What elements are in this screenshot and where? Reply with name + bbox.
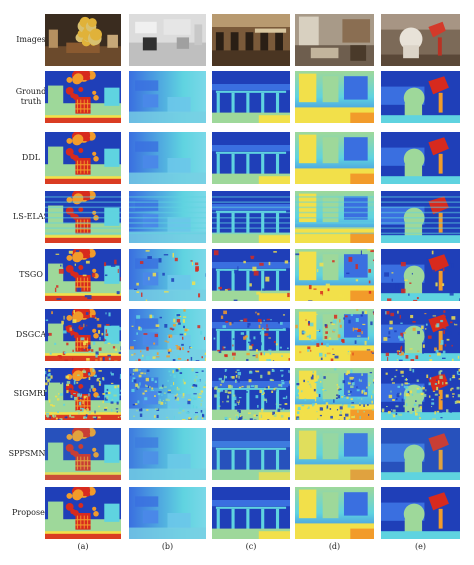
- sppsmnet-disparity-map-e: [381, 428, 460, 480]
- input-image-d: [295, 14, 374, 66]
- dsgca-disparity-map-c: [212, 309, 290, 361]
- sigmrf-disparity-map-e: [381, 368, 460, 420]
- column-label-b: (b): [161, 542, 174, 551]
- row-label-dsgca: DSGCA: [15, 330, 47, 339]
- proposed-disparity-map-e: [381, 487, 460, 539]
- sigmrf-disparity-map-b: [129, 368, 206, 420]
- input-image-a: [45, 14, 121, 66]
- proposed-disparity-map-d: [295, 487, 374, 539]
- sppsmnet-disparity-map-d: [295, 428, 374, 480]
- ls-elas-disparity-map-c: [212, 191, 290, 243]
- sppsmnet-disparity-map-c: [212, 428, 290, 480]
- sigmrf-disparity-map-d: [295, 368, 374, 420]
- tsgo-disparity-map-c: [212, 249, 290, 301]
- proposed-disparity-map-c: [212, 487, 290, 539]
- ddl-disparity-map-c: [212, 132, 290, 184]
- ls-elas-disparity-map-a: [45, 191, 121, 243]
- proposed-disparity-map-b: [129, 487, 206, 539]
- input-image-e: [381, 14, 460, 66]
- column-label-e: (e): [415, 542, 426, 551]
- ls-elas-disparity-map-b: [129, 191, 206, 243]
- ddl-disparity-map-e: [381, 132, 460, 184]
- ls-elas-disparity-map-e: [381, 191, 460, 243]
- sppsmnet-disparity-map-b: [129, 428, 206, 480]
- row-label-sppsmnet: SPPSMNet: [8, 449, 54, 458]
- row-label-ground-truth: Ground truth: [15, 87, 47, 106]
- input-image-c: [212, 14, 290, 66]
- ddl-disparity-map-d: [295, 132, 374, 184]
- ddl-disparity-map-a: [45, 132, 121, 184]
- row-label-tsgo: TSGO: [19, 270, 43, 279]
- tsgo-disparity-map-d: [295, 249, 374, 301]
- row-label-sigmrf: SIGMRF: [13, 389, 49, 398]
- dsgca-disparity-map-b: [129, 309, 206, 361]
- ddl-disparity-map-b: [129, 132, 206, 184]
- row-label-ls-elas: LS-ELAS: [12, 212, 50, 221]
- proposed-disparity-map-a: [45, 487, 121, 539]
- ls-elas-disparity-map-d: [295, 191, 374, 243]
- column-label-c: (c): [245, 542, 257, 551]
- column-label-a: (a): [77, 542, 89, 551]
- ground-truth-disparity-map-d: [295, 71, 374, 123]
- ground-truth-disparity-map-a: [45, 71, 121, 123]
- tsgo-disparity-map-a: [45, 249, 121, 301]
- sigmrf-disparity-map-c: [212, 368, 290, 420]
- sigmrf-disparity-map-a: [45, 368, 121, 420]
- row-label-images: Images: [16, 35, 46, 44]
- row-label-ddl: DDL: [21, 153, 41, 162]
- tsgo-disparity-map-e: [381, 249, 460, 301]
- ground-truth-disparity-map-c: [212, 71, 290, 123]
- ground-truth-disparity-map-e: [381, 71, 460, 123]
- sppsmnet-disparity-map-a: [45, 428, 121, 480]
- input-image-b: [129, 14, 206, 66]
- column-label-d: (d): [328, 542, 341, 551]
- tsgo-disparity-map-b: [129, 249, 206, 301]
- dsgca-disparity-map-d: [295, 309, 374, 361]
- row-label-proposed: Proposed: [12, 508, 50, 517]
- ground-truth-disparity-map-b: [129, 71, 206, 123]
- dsgca-disparity-map-e: [381, 309, 460, 361]
- dsgca-disparity-map-a: [45, 309, 121, 361]
